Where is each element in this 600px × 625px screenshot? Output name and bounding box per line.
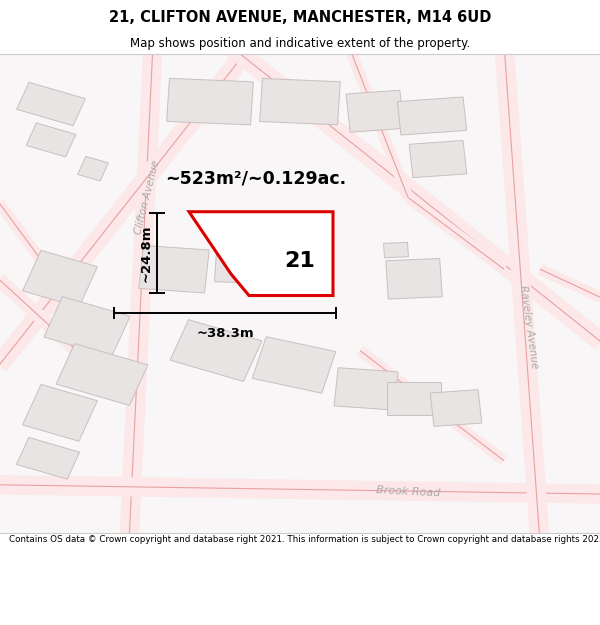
Text: Map shows position and indicative extent of the property.: Map shows position and indicative extent… [130, 36, 470, 49]
Bar [139, 246, 209, 293]
Bar [23, 251, 97, 308]
Bar [56, 344, 148, 406]
Text: 21: 21 [284, 251, 316, 271]
Bar [409, 141, 467, 177]
Bar [26, 123, 76, 157]
Text: 21, CLIFTON AVENUE, MANCHESTER, M14 6UD: 21, CLIFTON AVENUE, MANCHESTER, M14 6UD [109, 9, 491, 24]
Bar [430, 389, 482, 426]
Bar [260, 79, 340, 125]
Text: ~523m²/~0.129ac.: ~523m²/~0.129ac. [165, 169, 346, 187]
Bar [16, 438, 80, 479]
Bar [346, 90, 404, 132]
Text: ~24.8m: ~24.8m [140, 224, 153, 282]
Bar [170, 319, 262, 381]
Bar [386, 259, 442, 299]
Bar [77, 156, 109, 181]
Bar [23, 384, 97, 441]
Bar [383, 242, 409, 258]
Bar [252, 337, 336, 393]
Text: Contains OS data © Crown copyright and database right 2021. This information is : Contains OS data © Crown copyright and d… [9, 535, 600, 544]
Bar [387, 382, 441, 415]
Bar [167, 78, 253, 125]
Text: Brook Road: Brook Road [376, 485, 440, 499]
Bar [397, 97, 467, 135]
Polygon shape [189, 212, 333, 296]
Bar [214, 234, 308, 286]
Bar [334, 368, 398, 410]
Text: Raveley Avenue: Raveley Avenue [518, 284, 540, 369]
Bar [44, 297, 130, 357]
Text: ~38.3m: ~38.3m [196, 327, 254, 339]
Bar [17, 82, 85, 126]
Text: Clifton Avenue: Clifton Avenue [133, 159, 161, 236]
